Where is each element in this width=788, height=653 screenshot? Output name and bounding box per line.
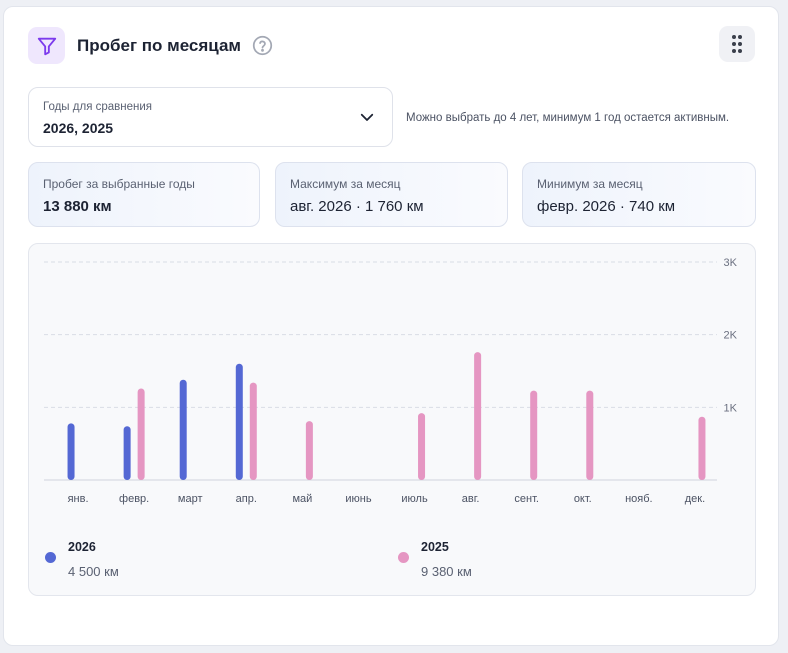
legend-total: 9 380 км xyxy=(421,564,472,579)
x-tick-label: май xyxy=(292,493,312,505)
legend-name: 2025 xyxy=(421,540,449,554)
stat-value: 13 880 км xyxy=(43,198,112,215)
stat-max-month: Максимум за месяц авг. 2026 · 1 760 км xyxy=(275,162,508,227)
filter-button[interactable] xyxy=(28,27,65,64)
legend-total: 4 500 км xyxy=(68,564,119,579)
years-select[interactable]: Годы для сравнения 2026, 2025 xyxy=(28,87,393,147)
bar-2025 xyxy=(249,382,257,480)
y-tick-label: 1K xyxy=(724,402,738,414)
legend-name: 2026 xyxy=(68,540,96,554)
card-title: Пробег по месяцам xyxy=(77,36,241,55)
bar-2025 xyxy=(474,352,482,480)
legend-dot xyxy=(398,552,409,563)
x-tick-label: февр. xyxy=(119,493,149,505)
x-tick-label: сент. xyxy=(514,493,539,505)
bar-2026 xyxy=(179,379,187,480)
x-tick-label: янв. xyxy=(68,493,89,505)
bar-2025 xyxy=(305,421,313,480)
bar-2026 xyxy=(123,426,131,480)
bar-2026 xyxy=(235,363,243,480)
y-tick-label: 2K xyxy=(724,330,738,342)
grid-dots-icon xyxy=(732,35,742,53)
x-tick-label: авг. xyxy=(462,493,480,505)
x-tick-label: окт. xyxy=(574,493,592,505)
monthly-mileage-chart: 1K 2K 3K янв. февр. март апр. май июнь июль авг. се… xyxy=(44,257,738,505)
mileage-card: Пробег по месяцам Годы для сравнения 202… xyxy=(3,6,779,646)
bar-2025 xyxy=(418,413,426,480)
bar-2025 xyxy=(586,390,594,480)
stat-value: февр. 2026 · 740 км xyxy=(537,198,676,215)
years-hint: Можно выбрать до 4 лет, минимум 1 год ос… xyxy=(406,112,730,124)
stat-label: Минимум за месяц xyxy=(537,177,643,191)
x-tick-label: июль xyxy=(401,493,428,505)
years-select-label: Годы для сравнения xyxy=(43,101,153,113)
legend-dot xyxy=(45,552,56,563)
stat-total-mileage: Пробег за выбранные годы 13 880 км xyxy=(28,162,260,227)
card-menu-button[interactable] xyxy=(719,26,755,62)
chart-panel: 1K 2K 3K янв. февр. март апр. май июнь июль авг. се… xyxy=(28,243,756,596)
y-tick-label: 3K xyxy=(724,257,738,269)
bar-2026 xyxy=(67,423,75,480)
bar-2025 xyxy=(137,388,145,480)
stat-label: Пробег за выбранные годы xyxy=(43,177,195,191)
x-tick-label: нояб. xyxy=(625,493,653,505)
years-select-value: 2026, 2025 xyxy=(43,120,114,136)
chevron-down-icon xyxy=(360,113,374,121)
stat-label: Максимум за месяц xyxy=(290,177,401,191)
bar-2025 xyxy=(698,416,706,480)
x-tick-label: дек. xyxy=(685,493,705,505)
x-tick-label: апр. xyxy=(236,493,257,505)
x-tick-label: июнь xyxy=(345,493,371,505)
stat-min-month: Минимум за месяц февр. 2026 · 740 км xyxy=(522,162,756,227)
stat-value: авг. 2026 · 1 760 км xyxy=(290,198,424,215)
bar-2025 xyxy=(530,390,538,480)
question-circle-icon xyxy=(252,35,273,56)
filter-icon xyxy=(37,37,56,55)
x-tick-label: март xyxy=(178,493,203,505)
help-button[interactable] xyxy=(252,35,273,56)
